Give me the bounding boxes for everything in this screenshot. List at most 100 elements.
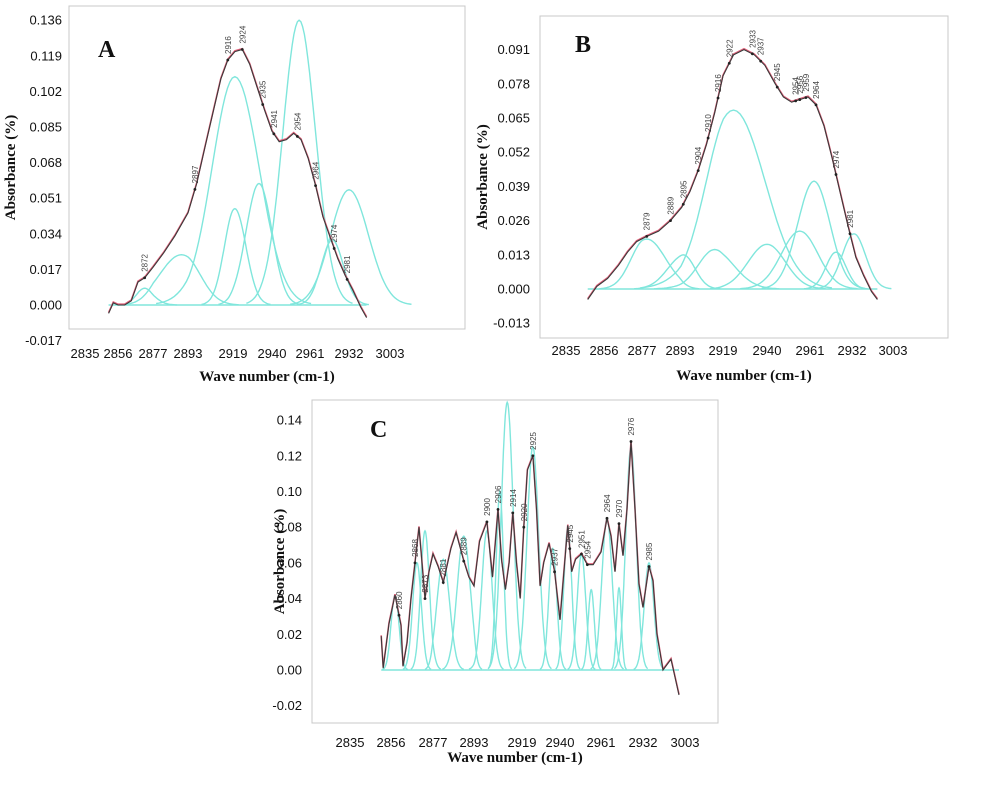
- peak-label: 2959: [802, 73, 811, 91]
- plot-area: [380, 400, 680, 696]
- x-tick-label: 2961: [296, 346, 325, 361]
- peak-marker: [568, 547, 572, 551]
- component-peak: [487, 489, 513, 670]
- peak-marker: [332, 247, 336, 250]
- x-tick-label: 2856: [590, 343, 619, 358]
- peak-marker: [423, 597, 427, 600]
- x-tick-label: 2932: [629, 735, 658, 750]
- peak-label: 2937: [551, 547, 560, 565]
- peak-label: 2897: [191, 165, 200, 183]
- peak-label: 2879: [643, 212, 652, 230]
- y-tick-label: 0.000: [497, 282, 530, 297]
- peak-label: 2910: [704, 114, 713, 132]
- peak-marker: [496, 507, 500, 511]
- x-tick-label: 2940: [258, 346, 287, 361]
- peak-marker: [553, 570, 556, 574]
- y-tick-label: 0.034: [29, 226, 62, 241]
- peak-label: 2895: [679, 180, 688, 198]
- component-peak: [599, 238, 700, 290]
- plot-frame: [68, 5, 466, 330]
- peak-label: 2904: [694, 146, 703, 164]
- component-peak: [289, 189, 412, 305]
- peak-marker: [240, 48, 244, 51]
- peak-label: 2916: [224, 36, 233, 54]
- peak-label: 2954: [792, 77, 801, 95]
- peak-label: 2981: [846, 209, 855, 227]
- component-peak: [468, 529, 504, 670]
- component-peak: [410, 529, 442, 670]
- component-peak: [424, 558, 464, 670]
- peak-marker: [314, 184, 317, 188]
- x-tick-label: 2835: [552, 343, 581, 358]
- peak-label: 2945: [773, 63, 782, 81]
- peak-label: 2872: [141, 253, 150, 271]
- y-tick-label: 0.00: [277, 663, 302, 678]
- x-tick-label: 2940: [546, 735, 575, 750]
- observed-spectrum: [380, 441, 680, 696]
- peak-label: 2920: [520, 503, 529, 521]
- y-tick-label: 0.051: [29, 191, 62, 206]
- y-tick-label: 0.068: [29, 155, 62, 170]
- peak-marker: [706, 136, 710, 140]
- x-tick-label: 2893: [666, 343, 695, 358]
- peak-label: 2954: [583, 540, 592, 558]
- y-axis-ticks: -0.013 0.000 0.013 0.026 0.039 0.052 0.065 0.07…: [493, 42, 530, 331]
- y-tick-label: 0.078: [497, 76, 530, 91]
- peak-label: 2964: [603, 494, 612, 512]
- peak-label: 2881: [439, 558, 448, 576]
- peak-marker: [669, 219, 672, 223]
- peak-label: 2941: [270, 109, 279, 127]
- x-tick-label: 2919: [709, 343, 738, 358]
- y-tick-label: 0.04: [277, 591, 302, 606]
- component-peak: [218, 182, 301, 305]
- peak-label: 2951: [577, 530, 586, 548]
- y-tick-label: 0.017: [29, 262, 62, 277]
- component-peak: [121, 253, 239, 306]
- component-peak: [201, 207, 271, 306]
- y-tick-label: 0.14: [277, 413, 302, 428]
- peak-label: 2916: [714, 74, 723, 92]
- peak-label: 2985: [645, 542, 654, 560]
- peak-marker: [794, 99, 798, 103]
- peak-label: 2924: [238, 25, 247, 43]
- y-tick-label: 0.12: [277, 448, 302, 463]
- peak-marker: [511, 511, 515, 515]
- peak-label: 2974: [832, 150, 841, 168]
- x-tick-label: 2932: [335, 346, 364, 361]
- y-tick-label: 0.000: [29, 298, 62, 313]
- x-tick-label: 2932: [838, 343, 867, 358]
- x-axis-label: Wave number (cm-1): [199, 369, 335, 385]
- peak-marker: [681, 202, 685, 206]
- peak-marker: [462, 559, 466, 563]
- plot-area: [587, 47, 892, 300]
- y-tick-label: 0.08: [277, 520, 302, 535]
- peak-marker: [645, 234, 649, 238]
- panel-label: B: [575, 32, 591, 58]
- peak-label: 2906: [494, 485, 503, 503]
- x-axis-ticks: 2835 2856 2877 2893 2919 2940 2961 2932 3003: [552, 343, 908, 358]
- peak-label: 2900: [483, 497, 492, 515]
- y-axis-ticks: -0.02 0.00 0.02 0.04 0.06 0.08 0.10 0.12 0.14: [272, 413, 302, 714]
- y-tick-label: 0.065: [497, 111, 530, 126]
- peak-label: 2974: [330, 224, 339, 242]
- peak-marker: [413, 561, 417, 565]
- peak-marker: [759, 59, 763, 63]
- peak-label: 2889: [667, 196, 676, 214]
- y-tick-label: 0.091: [497, 42, 530, 57]
- y-tick-label: 0.119: [30, 48, 62, 63]
- y-tick-label: 0.10: [277, 484, 302, 499]
- y-tick-label: 0.102: [29, 84, 62, 99]
- peak-marker: [397, 613, 401, 617]
- component-peak: [442, 535, 483, 670]
- component-peak: [155, 75, 312, 305]
- peak-marker: [605, 516, 609, 520]
- plot-area: [107, 19, 412, 318]
- peak-marker: [696, 169, 700, 173]
- peak-marker: [522, 525, 526, 529]
- x-tick-label: 2835: [71, 346, 100, 361]
- x-tick-label: 2877: [628, 343, 657, 358]
- x-tick-label: 2856: [104, 346, 133, 361]
- peak-label: 2922: [725, 39, 734, 57]
- peak-marker: [226, 58, 230, 62]
- x-tick-label: 2893: [174, 346, 203, 361]
